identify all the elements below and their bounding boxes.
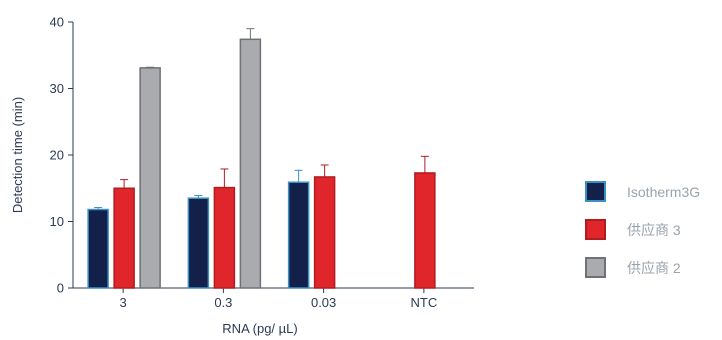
legend-label: 供应商 3 bbox=[627, 222, 681, 238]
bar bbox=[287, 181, 310, 289]
bars bbox=[87, 38, 436, 289]
legend-label: Isotherm3G bbox=[627, 184, 700, 200]
y-tick-label: 30 bbox=[50, 81, 64, 96]
legend-swatch bbox=[585, 219, 606, 240]
x-ticks: 3 0.3 0.03 NTC bbox=[120, 288, 438, 310]
y-tick-label: 40 bbox=[50, 15, 64, 30]
error-bars bbox=[94, 28, 429, 210]
bar bbox=[187, 197, 210, 289]
x-tick-label: 0.3 bbox=[214, 295, 232, 310]
bar bbox=[213, 186, 236, 289]
bar bbox=[139, 67, 161, 289]
bar bbox=[113, 187, 135, 289]
legend: Isotherm3G 供应商 3 供应商 2 bbox=[585, 181, 700, 278]
y-tick-label: 0 bbox=[57, 281, 64, 296]
y-ticks: 0 10 20 30 40 bbox=[50, 15, 73, 296]
y-axis-title: Detection time (min) bbox=[10, 97, 25, 213]
x-axis-title: RNA (pg/ µL) bbox=[222, 321, 297, 336]
legend-label: 供应商 2 bbox=[627, 260, 681, 276]
x-tick-label: 0.03 bbox=[311, 295, 336, 310]
x-tick-label: NTC bbox=[411, 295, 438, 310]
y-tick-label: 20 bbox=[50, 148, 64, 163]
bar bbox=[239, 38, 262, 289]
bar bbox=[414, 172, 436, 289]
bar bbox=[87, 208, 109, 289]
y-tick-label: 10 bbox=[50, 214, 64, 229]
x-tick-label: 3 bbox=[120, 295, 127, 310]
legend-swatch bbox=[585, 181, 606, 202]
legend-swatch bbox=[585, 257, 606, 278]
bar bbox=[313, 176, 336, 289]
